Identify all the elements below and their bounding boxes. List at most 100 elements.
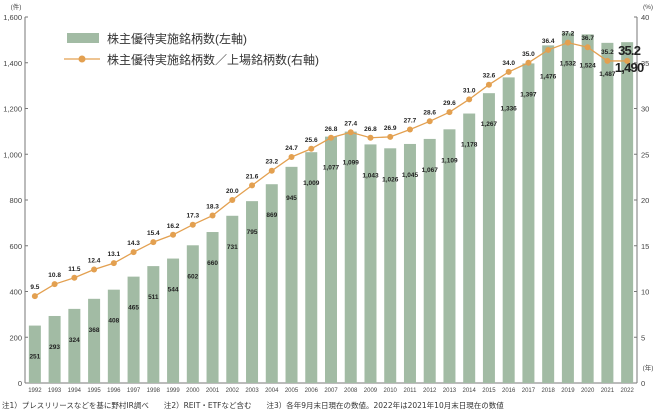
bar-label: 945 xyxy=(286,195,297,202)
x-tick-label: 2002 xyxy=(226,388,240,394)
bar xyxy=(107,289,120,383)
line-point xyxy=(406,126,413,133)
x-tick-label: 1994 xyxy=(68,388,82,394)
line-label: 35.0 xyxy=(522,51,535,58)
bar-label: 1,109 xyxy=(441,157,458,164)
bar xyxy=(542,45,555,384)
bar xyxy=(246,201,259,383)
right-tick-label: 0 xyxy=(641,379,645,388)
right-tick-label: 30 xyxy=(641,105,649,114)
right-tick-label: 15 xyxy=(641,242,649,251)
line-label: 36.7 xyxy=(581,35,594,42)
left-tick-label: 1,200 xyxy=(3,105,22,114)
bar-label: 1,178 xyxy=(461,142,478,149)
bar-label: 869 xyxy=(266,212,277,219)
right-tick-label: 35 xyxy=(641,59,649,68)
line-label: 16.2 xyxy=(167,223,180,230)
line-label: 25.6 xyxy=(305,137,318,144)
bar-label: 602 xyxy=(187,273,198,280)
bar xyxy=(28,325,41,383)
bar-label: 1,009 xyxy=(303,180,320,187)
line-point xyxy=(249,182,256,189)
footnote: 注1）プレスリリースなどを基に野村IR調べ 注2）REIT・ETFなど含む 注3… xyxy=(2,401,504,410)
bar-label: 251 xyxy=(29,354,40,361)
bar xyxy=(463,113,476,383)
line-point xyxy=(288,153,295,160)
line-label: 17.3 xyxy=(186,213,199,220)
right-tick-label: 5 xyxy=(641,333,645,342)
bar-label: 1,487 xyxy=(599,71,616,78)
bar-label: 293 xyxy=(49,344,60,351)
bar-label: 544 xyxy=(168,287,179,294)
bar xyxy=(147,266,160,383)
bar-label: 1,490 xyxy=(615,60,644,75)
bar xyxy=(48,315,61,383)
x-tick-label: 1992 xyxy=(28,388,42,394)
line-label: 26.8 xyxy=(325,126,338,133)
bar-label: 660 xyxy=(207,260,218,267)
legend-bar-swatch xyxy=(67,33,99,43)
left-tick-label: 1,400 xyxy=(3,59,22,68)
bar xyxy=(601,42,614,383)
right-tick-label: 25 xyxy=(641,150,649,159)
x-tick-label: 2008 xyxy=(344,388,358,394)
bar-label: 1,099 xyxy=(343,160,360,167)
line-point xyxy=(564,39,571,46)
x-tick-label: 1996 xyxy=(107,388,121,394)
bar xyxy=(186,245,199,383)
line-point xyxy=(51,281,58,288)
line-label: 10.8 xyxy=(48,272,61,279)
bar xyxy=(68,308,81,383)
bar xyxy=(305,152,318,383)
line-label: 35.2 xyxy=(618,43,641,58)
x-tick-label: 2001 xyxy=(206,388,220,394)
left-tick-label: 600 xyxy=(9,242,22,251)
line-label: 15.4 xyxy=(147,230,160,237)
x-tick-label: 2014 xyxy=(463,388,477,394)
x-tick-label: 2010 xyxy=(384,388,398,394)
bar-label: 1,336 xyxy=(501,105,518,112)
line-point xyxy=(268,167,275,174)
line-label: 37.2 xyxy=(562,31,575,38)
bar-label: 731 xyxy=(227,244,238,251)
line-label: 28.6 xyxy=(423,109,436,116)
line-label: 31.0 xyxy=(463,87,476,94)
line-point xyxy=(328,134,334,141)
line-label: 34.0 xyxy=(502,60,515,67)
bar-label: 408 xyxy=(108,318,119,325)
bar-label: 1,532 xyxy=(560,61,577,68)
bar xyxy=(403,143,416,383)
x-tick-label: 1997 xyxy=(127,388,141,394)
bar-label: 511 xyxy=(148,294,159,301)
right-tick-label: 40 xyxy=(641,13,649,22)
line-point xyxy=(505,68,512,75)
bar xyxy=(482,93,495,383)
bar xyxy=(443,129,456,383)
x-tick-label: 2017 xyxy=(522,388,536,394)
line-point xyxy=(525,59,532,66)
line-label: 26.9 xyxy=(384,125,397,132)
x-tick-label: 2018 xyxy=(541,388,555,394)
bar xyxy=(88,298,101,383)
bar xyxy=(384,148,397,383)
line-label: 20.0 xyxy=(226,188,239,195)
x-tick-label: 1993 xyxy=(48,388,62,394)
bar-label: 324 xyxy=(69,337,80,344)
bar-label: 1,524 xyxy=(580,62,597,69)
line-point xyxy=(130,249,137,256)
line-point xyxy=(229,197,236,203)
x-tick-label: 2020 xyxy=(581,388,595,394)
bar-label: 1,026 xyxy=(382,176,399,183)
bar xyxy=(621,42,634,383)
line-label: 14.3 xyxy=(127,240,140,247)
line-point xyxy=(387,133,394,140)
x-tick-label: 1995 xyxy=(87,388,101,394)
line-label: 29.6 xyxy=(443,100,456,107)
bar xyxy=(522,63,535,383)
line-point xyxy=(604,57,611,64)
line-label: 11.5 xyxy=(68,266,81,273)
left-unit: (件) xyxy=(11,2,22,11)
legend-line-label: 株主優待実施銘柄数／上場銘柄数(右軸) xyxy=(107,52,319,67)
line-point xyxy=(485,81,492,88)
bar-label: 1,043 xyxy=(362,172,379,179)
